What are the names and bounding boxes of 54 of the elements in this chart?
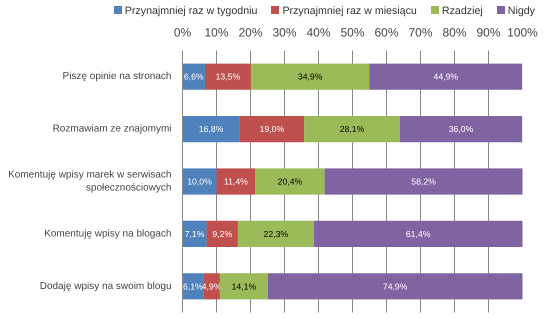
bar [268, 273, 522, 300]
data-label: 22,3% [264, 228, 288, 239]
legend-label: Nigdy [508, 5, 535, 17]
bar [206, 220, 238, 247]
data-label: 16,8% [198, 124, 224, 134]
data-label: 36,0% [448, 124, 474, 134]
bar [324, 168, 522, 195]
data-label: 20,4% [278, 176, 303, 186]
y-tick-label: Dodaję wpisy na swoim blogu [40, 280, 172, 292]
x-tick-label: 0% [174, 26, 192, 40]
data-label: 58,2% [411, 176, 436, 186]
bar [238, 220, 314, 247]
legend-label: Rzadziej [442, 5, 483, 17]
x-tick-label: 90% [476, 26, 501, 40]
y-tick-label: Piszę opinie na stronach [62, 71, 172, 82]
y-tick-label: Komentuję wpisy na blogach [44, 228, 172, 240]
x-tick-label: 100% [507, 26, 538, 40]
bar [370, 64, 522, 90]
x-tick-label: 40% [306, 26, 331, 40]
x-tick-label: 60% [374, 26, 399, 40]
bar [250, 64, 370, 90]
data-label: 10,0% [187, 176, 212, 186]
legend-label: Przynajmniej raz w miesiącu [282, 5, 417, 17]
data-label: 61,4% [406, 228, 431, 239]
bar [216, 168, 256, 195]
legend-label: Przynajmniej raz w tygodniu [124, 5, 258, 17]
x-tick-label: 80% [442, 26, 467, 40]
data-label: 34,9% [298, 72, 323, 82]
bar [314, 220, 522, 247]
data-label: 6,1% [183, 281, 204, 292]
x-tick-label: 20% [238, 26, 263, 40]
bar [304, 116, 400, 142]
bar [255, 168, 325, 195]
data-label: 11,4% [224, 176, 248, 186]
x-tick-label: 70% [408, 26, 433, 40]
x-tick-label: 30% [272, 26, 297, 40]
data-label: 28,1% [340, 124, 365, 134]
bar [400, 116, 522, 142]
data-label: 6,6% [184, 72, 204, 82]
x-tick-label: 50% [340, 26, 365, 40]
x-tick-label: 10% [204, 26, 229, 40]
y-tick-label: Rozmawiam ze znajomymi [52, 124, 172, 135]
data-label: 13,5% [216, 72, 240, 82]
bar [240, 116, 304, 142]
data-label: 14,1% [232, 281, 256, 292]
data-label: 74,9% [382, 281, 408, 292]
bar [182, 116, 240, 142]
y-tick-label: Komentuję wpisy marek w serwisach społecznościowych [8, 169, 172, 194]
bar [220, 273, 268, 300]
data-label: 44,9% [434, 72, 458, 82]
data-label: 19,0% [260, 124, 284, 134]
data-label: 9,2% [212, 228, 232, 239]
data-label: 7,1% [184, 228, 205, 239]
bar [204, 64, 251, 90]
